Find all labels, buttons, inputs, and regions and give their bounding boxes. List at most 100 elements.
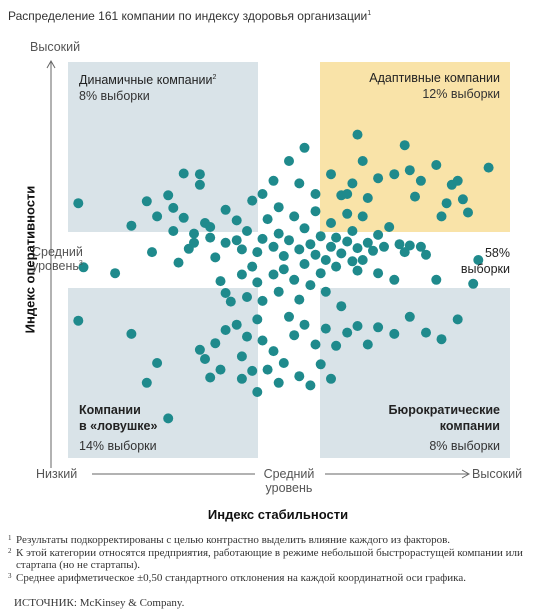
data-point-114 xyxy=(278,358,289,368)
data-point-64 xyxy=(336,248,347,259)
middle-share-label: 58% выборки xyxy=(450,245,510,277)
y-axis-arrow xyxy=(46,59,56,69)
data-point-19 xyxy=(205,232,216,243)
data-point-16 xyxy=(194,169,205,180)
data-point-79 xyxy=(379,241,389,252)
scatter-chart xyxy=(46,59,510,479)
data-point-49 xyxy=(294,294,305,305)
data-point-143 xyxy=(347,178,358,189)
data-point-148 xyxy=(389,169,400,180)
y-axis-mid-text: Средний уровень xyxy=(32,245,83,273)
data-point-11 xyxy=(178,168,189,179)
data-point-129 xyxy=(326,373,336,384)
title-footnote-mark: 1 xyxy=(367,10,372,17)
data-point-51 xyxy=(299,259,310,269)
quadrant-dynamic-name: Динамичные компании xyxy=(79,73,213,88)
data-point-100 xyxy=(163,413,174,424)
data-point-65 xyxy=(336,301,347,312)
data-point-28 xyxy=(236,244,247,255)
data-point-67 xyxy=(342,208,353,219)
data-point-127 xyxy=(342,327,353,338)
data-point-7 xyxy=(163,190,174,201)
data-point-45 xyxy=(284,235,294,246)
data-point-158 xyxy=(352,129,363,140)
data-point-33 xyxy=(252,277,263,288)
source-note: ИСТОЧНИК: McKinsey & Company. xyxy=(14,597,185,609)
data-point-73 xyxy=(357,255,368,265)
x-axis-arrow xyxy=(461,469,471,479)
quadrant-dynamic-share: 8% выборки xyxy=(79,89,150,104)
data-point-56 xyxy=(315,268,326,279)
data-point-34 xyxy=(252,247,263,258)
data-point-61 xyxy=(326,218,336,228)
footnote-2-num: 2 xyxy=(8,546,12,555)
data-point-154 xyxy=(110,268,121,279)
data-point-39 xyxy=(268,241,279,252)
data-point-151 xyxy=(431,160,442,170)
data-point-2 xyxy=(78,262,89,273)
data-point-50 xyxy=(299,223,310,234)
data-point-118 xyxy=(320,323,331,334)
data-point-121 xyxy=(262,364,273,375)
data-point-52 xyxy=(305,239,316,250)
data-point-38 xyxy=(268,269,279,280)
data-point-27 xyxy=(231,235,242,246)
data-point-86 xyxy=(415,241,426,252)
middle-share-value: 58% xyxy=(484,246,510,260)
data-point-12 xyxy=(178,212,189,223)
data-point-123 xyxy=(236,373,247,384)
data-point-66 xyxy=(342,236,353,247)
quadrant-trap-name-line1: Компании xyxy=(79,403,141,417)
data-point-80 xyxy=(384,222,395,232)
y-axis-mid-footnote-mark: 3 xyxy=(78,259,83,267)
data-point-55 xyxy=(310,206,321,217)
middle-share-text: выборки xyxy=(460,262,510,276)
data-point-147 xyxy=(373,173,384,184)
data-point-111 xyxy=(247,365,258,376)
data-point-4 xyxy=(126,328,137,339)
data-point-135 xyxy=(436,334,447,345)
data-point-110 xyxy=(236,351,247,362)
data-point-157 xyxy=(299,142,310,153)
data-point-78 xyxy=(373,268,384,279)
data-point-117 xyxy=(310,339,321,350)
data-point-97 xyxy=(468,278,479,289)
data-point-35 xyxy=(257,295,268,306)
footnote-3-num: 3 xyxy=(8,571,12,580)
quadrant-trap-bg xyxy=(68,288,258,458)
data-point-146 xyxy=(357,156,368,166)
quadrant-trap-share: 14% выборки xyxy=(79,439,157,453)
data-point-130 xyxy=(362,339,373,350)
footnote-3-text: Среднее арифметическое ±0,50 стандартног… xyxy=(16,571,466,584)
quadrant-dynamic-bg xyxy=(68,62,258,232)
data-point-120 xyxy=(273,377,284,388)
data-point-116 xyxy=(299,319,310,330)
data-point-128 xyxy=(352,321,363,331)
data-point-155 xyxy=(126,220,137,231)
footnotes: 1 Результаты подкорректированы с целью ко… xyxy=(8,534,548,584)
data-point-109 xyxy=(205,372,216,383)
quadrant-dynamic-label: Динамичные компании2 8% выборки xyxy=(79,70,216,104)
quadrant-trap-label: Компании в «ловушке» 14% выборки xyxy=(79,402,157,454)
data-point-9 xyxy=(168,226,179,236)
data-point-5 xyxy=(141,196,152,207)
data-point-156 xyxy=(147,247,157,258)
data-point-104 xyxy=(220,325,231,335)
data-point-63 xyxy=(331,232,342,243)
data-point-96 xyxy=(483,162,494,173)
quadrant-bureaucratic-name-line1: Бюрократические xyxy=(388,403,500,417)
data-point-139 xyxy=(268,175,279,186)
footnote-1-text: Результаты подкорректированы с целью кон… xyxy=(16,534,451,546)
data-point-101 xyxy=(252,314,263,325)
data-point-70 xyxy=(352,243,363,254)
data-point-93 xyxy=(457,194,468,205)
data-point-112 xyxy=(257,335,268,346)
quadrant-adaptive-bg xyxy=(320,62,510,232)
data-point-131 xyxy=(373,322,384,333)
data-point-103 xyxy=(231,319,242,330)
data-point-145 xyxy=(247,195,258,206)
footnote-2-text: К этой категории относятся предприятия, … xyxy=(16,546,523,572)
data-point-98 xyxy=(152,358,163,368)
data-point-140 xyxy=(326,169,336,180)
data-point-37 xyxy=(262,214,273,225)
